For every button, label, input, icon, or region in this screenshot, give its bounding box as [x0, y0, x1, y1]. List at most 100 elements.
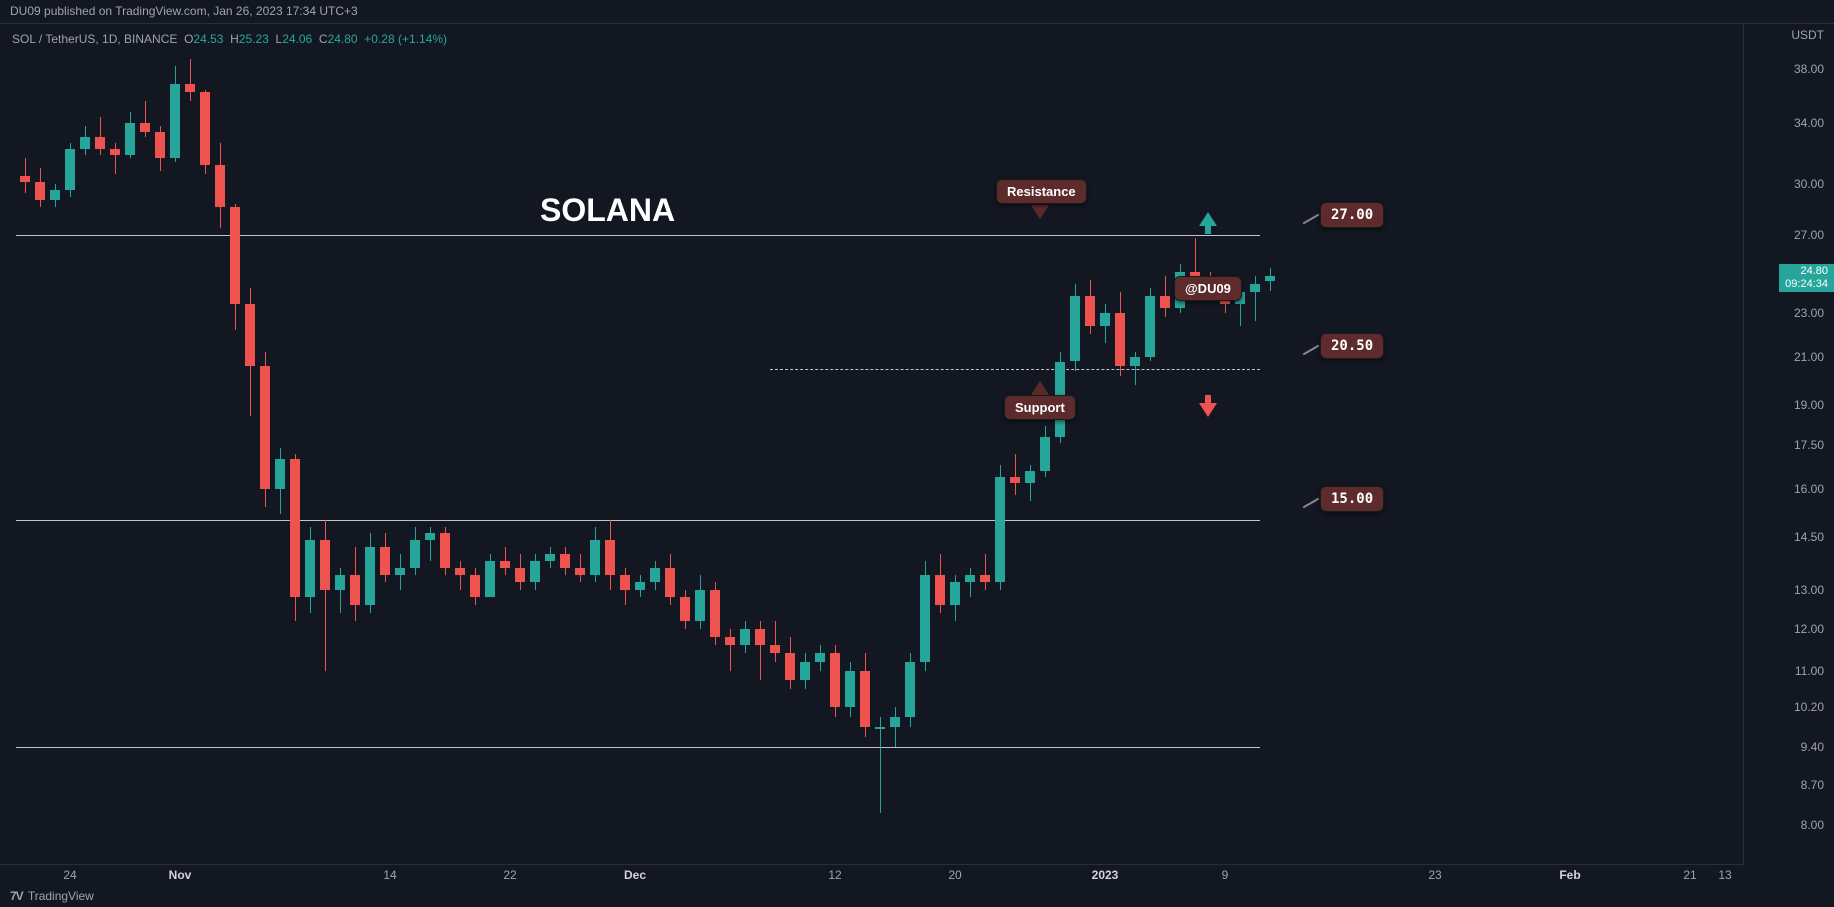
candle-body[interactable]	[1145, 296, 1155, 357]
candle-body[interactable]	[770, 645, 780, 653]
publish-header: DU09 published on TradingView.com, Jan 2…	[0, 0, 1834, 24]
candle-body[interactable]	[320, 540, 330, 590]
support-label[interactable]: Support	[1004, 395, 1076, 420]
candle-body[interactable]	[785, 653, 795, 679]
candle-body[interactable]	[185, 84, 195, 92]
candle-body[interactable]	[230, 207, 240, 304]
candle-body[interactable]	[35, 182, 45, 200]
candle-body[interactable]	[20, 176, 30, 182]
candle-body[interactable]	[440, 533, 450, 567]
candle-body[interactable]	[95, 137, 105, 149]
horizontal-line[interactable]	[16, 235, 1260, 236]
candle-wick	[970, 568, 971, 597]
candle-body[interactable]	[155, 132, 165, 159]
candle-body[interactable]	[1265, 276, 1275, 281]
candle-body[interactable]	[680, 597, 690, 620]
candle-body[interactable]	[800, 662, 810, 680]
price-tag[interactable]: 20.50	[1320, 333, 1384, 359]
candle-body[interactable]	[755, 629, 765, 645]
chart-area[interactable]: SOL / TetherUS, 1D, BINANCE O24.53 H25.2…	[0, 24, 1744, 864]
candle-body[interactable]	[590, 540, 600, 575]
candle-body[interactable]	[1130, 357, 1140, 366]
price-tag[interactable]: 27.00	[1320, 202, 1384, 228]
candle-body[interactable]	[275, 459, 285, 488]
candle-body[interactable]	[125, 123, 135, 155]
candle-body[interactable]	[110, 149, 120, 155]
author-handle[interactable]: @DU09	[1174, 276, 1242, 301]
candle-body[interactable]	[605, 540, 615, 575]
candle-body[interactable]	[875, 727, 885, 729]
candle-body[interactable]	[830, 653, 840, 707]
candle-body[interactable]	[575, 568, 585, 575]
candle-body[interactable]	[170, 84, 180, 158]
candle-body[interactable]	[500, 561, 510, 568]
time-axis[interactable]: 24Nov1422Dec12202023923Feb1321	[0, 864, 1744, 886]
candle-body[interactable]	[905, 662, 915, 717]
candle-body[interactable]	[395, 568, 405, 575]
candle-body[interactable]	[485, 561, 495, 598]
candle-body[interactable]	[65, 149, 75, 190]
candle-body[interactable]	[245, 304, 255, 366]
candle-body[interactable]	[740, 629, 750, 645]
candle-body[interactable]	[350, 575, 360, 605]
candle-body[interactable]	[710, 590, 720, 637]
yaxis-tick: 9.40	[1801, 740, 1824, 754]
candle-body[interactable]	[980, 575, 990, 582]
candle-body[interactable]	[995, 477, 1005, 582]
horizontal-line[interactable]	[770, 369, 1260, 370]
candle-body[interactable]	[545, 554, 555, 561]
candle-body[interactable]	[80, 137, 90, 149]
candle-body[interactable]	[455, 568, 465, 575]
candle-body[interactable]	[200, 92, 210, 164]
candle-body[interactable]	[425, 533, 435, 540]
price-axis[interactable]: USDT 38.0034.0030.0027.0023.0021.0019.00…	[1744, 24, 1834, 864]
candle-body[interactable]	[140, 123, 150, 132]
candle-body[interactable]	[695, 590, 705, 621]
resistance-label[interactable]: Resistance	[996, 179, 1087, 204]
candle-body[interactable]	[950, 582, 960, 605]
candle-body[interactable]	[1040, 437, 1050, 471]
candle-body[interactable]	[635, 582, 645, 589]
candle-body[interactable]	[1100, 313, 1110, 326]
candle-body[interactable]	[665, 568, 675, 597]
candle-body[interactable]	[890, 717, 900, 727]
candle-body[interactable]	[410, 540, 420, 568]
candle-body[interactable]	[725, 637, 735, 645]
candle-body[interactable]	[815, 653, 825, 662]
candle-body[interactable]	[470, 575, 480, 597]
candle-body[interactable]	[335, 575, 345, 590]
yaxis-tick: 27.00	[1794, 228, 1824, 242]
candle-body[interactable]	[260, 366, 270, 489]
candle-body[interactable]	[530, 561, 540, 583]
candle-body[interactable]	[1160, 296, 1170, 308]
candle-body[interactable]	[365, 547, 375, 605]
horizontal-line[interactable]	[16, 747, 1260, 748]
yaxis-tick: 10.20	[1794, 700, 1824, 714]
candle-body[interactable]	[650, 568, 660, 582]
xaxis-tick: 9	[1222, 868, 1229, 882]
candle-body[interactable]	[1025, 471, 1035, 483]
horizontal-line[interactable]	[16, 520, 1260, 521]
candle-body[interactable]	[965, 575, 975, 582]
candle-body[interactable]	[620, 575, 630, 590]
xaxis-tick: Dec	[624, 868, 646, 882]
price-tag[interactable]: 15.00	[1320, 486, 1384, 512]
candle-body[interactable]	[290, 459, 300, 597]
candle-body[interactable]	[380, 547, 390, 575]
candle-body[interactable]	[935, 575, 945, 605]
candle-body[interactable]	[50, 190, 60, 200]
candle-body[interactable]	[215, 165, 225, 207]
candle-body[interactable]	[515, 568, 525, 582]
candle-body[interactable]	[845, 671, 855, 708]
support-tail-icon	[1031, 381, 1049, 395]
candle-body[interactable]	[1115, 313, 1125, 367]
candle-body[interactable]	[1085, 296, 1095, 325]
last-price: 24.80	[1785, 265, 1828, 278]
candle-body[interactable]	[1010, 477, 1020, 483]
candle-body[interactable]	[1070, 296, 1080, 361]
candle-body[interactable]	[1250, 284, 1260, 292]
candle-body[interactable]	[560, 554, 570, 568]
candle-body[interactable]	[920, 575, 930, 662]
candle-body[interactable]	[305, 540, 315, 597]
candle-body[interactable]	[860, 671, 870, 727]
